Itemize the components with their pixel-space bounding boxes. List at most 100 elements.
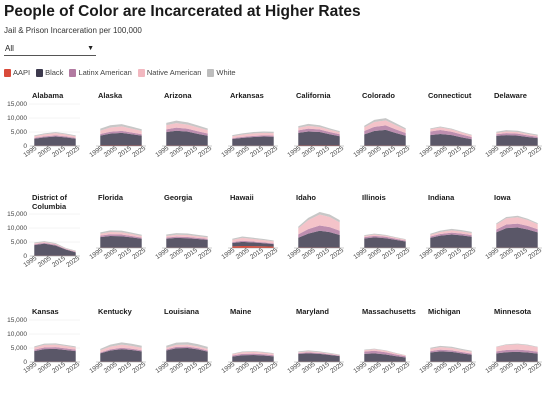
- y-tick-label: 10,000: [7, 331, 27, 338]
- x-tick-label: 2025: [197, 145, 213, 159]
- y-tick-label: 5,000: [11, 239, 28, 246]
- state-panel: Alabama15,00010,0005,0000199520052015202…: [7, 91, 81, 159]
- area-black: [232, 136, 274, 146]
- area-latinx-american: [100, 130, 142, 136]
- x-tick-label: 2005: [37, 145, 53, 159]
- area-latinx-american: [298, 352, 340, 357]
- area-latinx-american: [232, 135, 274, 139]
- area-white: [364, 233, 406, 240]
- legend-label: AAPI: [13, 68, 31, 77]
- area-black: [232, 241, 274, 247]
- x-tick-label: 2025: [263, 361, 279, 375]
- x-tick-label: 1995: [352, 145, 368, 159]
- x-tick-label: 1995: [154, 247, 170, 261]
- area-latinx-american: [34, 347, 76, 352]
- state-label: Delaware: [494, 91, 527, 100]
- x-tick-label: 2015: [249, 145, 265, 159]
- x-tick-label: 2025: [395, 145, 411, 159]
- area-native-american: [298, 125, 340, 135]
- x-tick-label: 2015: [381, 145, 397, 159]
- area-native-american: [100, 232, 142, 238]
- area-white: [100, 124, 142, 131]
- area-black: [496, 227, 538, 248]
- state-label: Louisiana: [164, 307, 200, 316]
- x-tick-label: 2005: [169, 247, 185, 261]
- area-latinx-american: [364, 235, 406, 242]
- x-tick-label: 2025: [461, 361, 477, 375]
- area-white: [166, 233, 208, 238]
- state-label: Columbia: [32, 202, 67, 211]
- state-label: Idaho: [296, 193, 316, 202]
- x-tick-label: 2015: [183, 361, 199, 375]
- area-black: [100, 349, 142, 362]
- area-black: [166, 348, 208, 362]
- area-black: [34, 243, 76, 256]
- x-tick-label: 2005: [367, 145, 383, 159]
- page-title: People of Color are Incarcerated at High…: [4, 3, 361, 20]
- area-native-american: [364, 234, 406, 241]
- area-native-american: [34, 344, 76, 350]
- x-tick-label: 1995: [286, 361, 302, 375]
- x-tick-label: 2005: [499, 145, 515, 159]
- state-label: Iowa: [494, 193, 511, 202]
- x-tick-label: 2015: [315, 247, 331, 261]
- legend-item-latinx[interactable]: Latinx American: [69, 68, 132, 77]
- page-subtitle: Jail & Prison Incarceration per 100,000: [4, 26, 142, 35]
- x-tick-label: 2025: [263, 247, 279, 261]
- area-white: [232, 236, 274, 242]
- area-latinx-american: [34, 242, 76, 253]
- x-tick-label: 2005: [301, 247, 317, 261]
- x-tick-label: 2025: [65, 145, 81, 159]
- legend-item-aapi[interactable]: AAPI: [4, 68, 30, 77]
- x-tick-label: 2015: [447, 361, 463, 375]
- x-tick-label: 1995: [286, 247, 302, 261]
- x-tick-label: 2005: [235, 247, 251, 261]
- legend-item-native[interactable]: Native American: [137, 68, 201, 77]
- x-tick-label: 1995: [220, 145, 236, 159]
- x-tick-label: 1995: [484, 247, 500, 261]
- area-black: [232, 355, 274, 362]
- area-white: [496, 343, 538, 348]
- state-label: Kentucky: [98, 307, 133, 316]
- state-label: Alaska: [98, 91, 123, 100]
- x-tick-label: 1995: [220, 247, 236, 261]
- area-white: [166, 342, 208, 349]
- area-native-american: [430, 347, 472, 354]
- area-native-american: [232, 132, 274, 139]
- area-white: [34, 132, 76, 137]
- x-tick-label: 2005: [169, 145, 185, 159]
- x-tick-label: 2015: [117, 361, 133, 375]
- x-tick-label: 2025: [461, 247, 477, 261]
- x-tick-label: 2005: [169, 361, 185, 375]
- x-tick-label: 2015: [513, 361, 529, 375]
- area-native-american: [34, 133, 76, 138]
- legend-item-white[interactable]: White: [207, 68, 236, 77]
- y-tick-label: 0: [23, 253, 27, 260]
- legend-item-black[interactable]: Black: [36, 68, 63, 77]
- state-label: Florida: [98, 193, 124, 202]
- area-latinx-american: [430, 349, 472, 355]
- area-latinx-american: [166, 127, 208, 136]
- area-latinx-american: [298, 128, 340, 137]
- x-tick-label: 1995: [484, 361, 500, 375]
- area-latinx-american: [298, 225, 340, 238]
- area-latinx-american: [100, 234, 142, 239]
- x-tick-label: 1995: [418, 361, 434, 375]
- group-filter-select[interactable]: All ▼: [4, 42, 96, 56]
- area-native-american: [298, 351, 340, 356]
- x-tick-label: 2025: [131, 247, 147, 261]
- x-tick-label: 2005: [37, 361, 53, 375]
- x-tick-label: 2015: [315, 361, 331, 375]
- area-latinx-american: [364, 125, 406, 136]
- x-tick-label: 1995: [352, 361, 368, 375]
- area-latinx-american: [166, 236, 208, 240]
- x-tick-label: 2015: [249, 247, 265, 261]
- area-latinx-american: [496, 133, 538, 139]
- area-white: [100, 342, 142, 351]
- state-label: Indiana: [428, 193, 455, 202]
- x-tick-label: 2015: [249, 361, 265, 375]
